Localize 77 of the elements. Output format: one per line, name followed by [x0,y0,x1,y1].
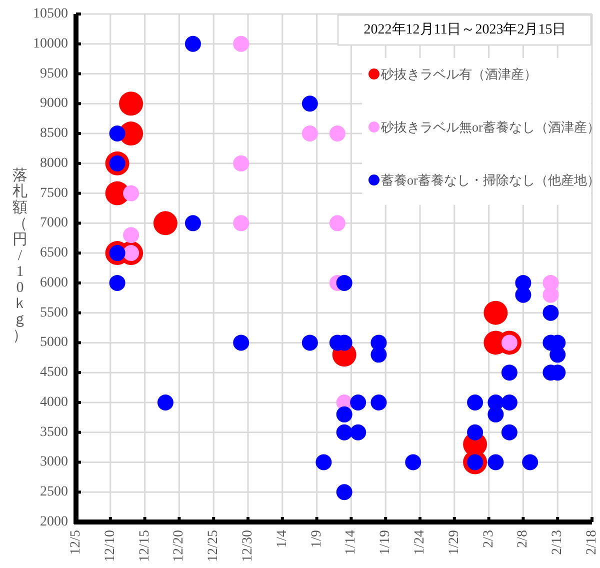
point [302,126,318,142]
point [370,346,387,363]
point [336,424,352,440]
y-tick-label: 9000 [40,96,68,112]
point [109,274,126,291]
point [501,394,518,410]
y-tick-label: 7000 [40,216,68,231]
point [184,215,201,232]
point [336,484,352,500]
point [484,300,508,325]
x-tick-label: 12/25 [206,530,222,562]
point [522,454,538,470]
x-tick-label: 1/29 [446,530,462,555]
legend-label: 砂抜きラベル無or蓄養なし（酒津産） [380,120,600,134]
y-tick-label: 3500 [40,424,68,440]
y-tick-label: 9500 [40,66,68,82]
y-tick-label: 4500 [40,365,68,380]
point [233,215,250,232]
point [153,211,178,236]
y-tick-label: 4000 [40,394,68,410]
legend-label: 蓄養or蓄養なし・掃除なし（他産地） [381,172,600,188]
y-tick-label: 7500 [40,186,68,201]
y-tick-label: 10000 [33,36,68,52]
point [233,334,250,351]
x-tick-label: 1/4 [274,530,290,548]
point [123,185,140,202]
point [302,334,318,351]
point [405,454,422,470]
y-tick-label: 3000 [40,454,68,470]
point [233,36,250,52]
point [157,394,174,410]
point [467,424,484,440]
point [184,36,201,52]
legend-label: 砂抜きラベル有（酒津産） [380,66,537,82]
point [336,406,352,422]
x-tick-label: 12/20 [172,530,187,562]
y-tick-label: 2000 [40,514,68,530]
point [316,454,332,470]
y-tick-label: 8500 [40,126,68,142]
point [123,227,140,244]
point [488,454,504,470]
point [550,346,566,363]
point [350,424,366,440]
annotation: 2022年12月11日～2023年2月15日 [364,22,566,38]
x-tick-label: 12/10 [102,530,118,562]
x-tick-label: 12/5 [68,530,84,555]
x-tick-label: 1/14 [344,530,359,555]
point [350,394,366,410]
x-tick-label: 2/18 [584,530,600,555]
x-tick-label: 1/9 [309,530,324,548]
point [501,364,518,381]
x-tick-label: 2/13 [550,530,566,555]
y-tick-label: 5000 [40,335,68,350]
y-tick-label: 8000 [40,156,68,171]
ylabel: 落札額（円/10ｋｇ） [12,168,28,344]
point [542,304,559,321]
y-tick-label: 10500 [33,6,68,22]
y-tick-label: 6000 [40,275,68,290]
point [336,274,352,291]
point [329,215,346,232]
x-tick-label: 1/19 [378,530,394,555]
x-tick-label: 1/24 [412,530,428,555]
x-tick-label: 2/8 [516,530,531,548]
y-tick-label: 2500 [40,484,68,500]
point [467,394,484,410]
y-tick-label: 6500 [40,246,68,261]
point [119,92,144,116]
point [501,424,518,440]
x-tick-label: 12/15 [137,530,152,562]
point [109,126,126,142]
x-tick-label: 12/30 [240,530,256,562]
y-tick-label: 5500 [40,305,68,320]
point [302,96,318,112]
point [370,394,387,410]
point [329,126,346,142]
point [233,155,250,172]
x-tick-label: 2/3 [481,530,496,548]
